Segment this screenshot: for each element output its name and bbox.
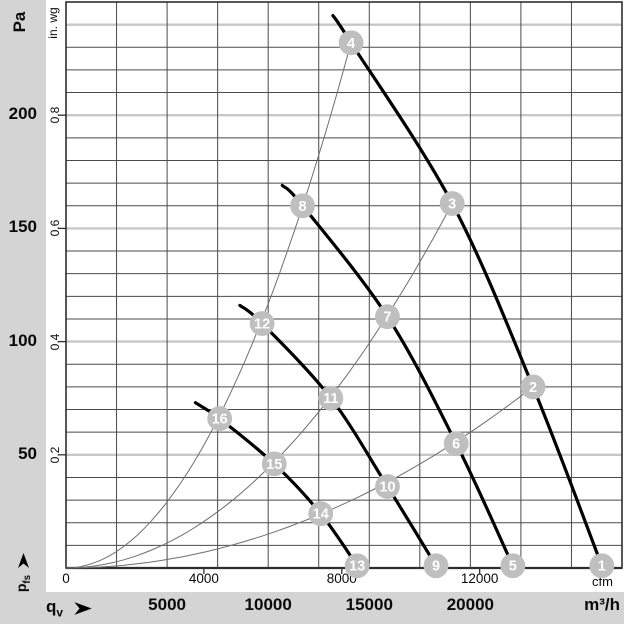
inwg-tick-label: 0.4 [48, 333, 62, 350]
pressure-axis-quantity: pfs [9, 544, 37, 600]
pa-tick-label: 100 [8, 330, 37, 350]
pressure-secondary-unit-label: in. wg [40, 0, 66, 53]
cfm-tick-label: 8000 [326, 571, 357, 586]
pa-unit-text: Pa [10, 11, 29, 33]
axis-arrow-icon [17, 552, 29, 568]
inwg-tick-label: 0.2 [48, 446, 62, 464]
m3h-tick-label: 15000 [345, 595, 393, 614]
cfm-tick-label: 0 [62, 571, 70, 586]
inwg-tick-label: 0.6 [48, 220, 62, 237]
cfm-tick-label: 12000 [460, 571, 499, 586]
pa-tick-label: 150 [8, 217, 37, 237]
m3h-tick-label: 5000 [148, 595, 186, 614]
flow-unit-label: cfm [592, 574, 613, 589]
pressure-unit-label: Pa [6, 0, 34, 46]
flow-secondary-unit-label: m³/h [584, 595, 620, 614]
m3h-tick-label: 10000 [244, 595, 292, 614]
inwg-tick-label: 0.8 [48, 106, 62, 124]
pfs-symbol: pfs [13, 574, 33, 593]
pa-tick-label: 200 [8, 104, 37, 124]
flow-axis-quantity: qv [46, 597, 94, 619]
cfm-tick-label: 4000 [188, 571, 219, 586]
axis-arrow-icon [74, 601, 92, 615]
m3h-tick-label: 20000 [446, 595, 494, 614]
inwg-unit-text: in. wg [46, 7, 60, 39]
qv-symbol: qv [46, 597, 64, 620]
pa-tick-label: 50 [18, 443, 37, 463]
